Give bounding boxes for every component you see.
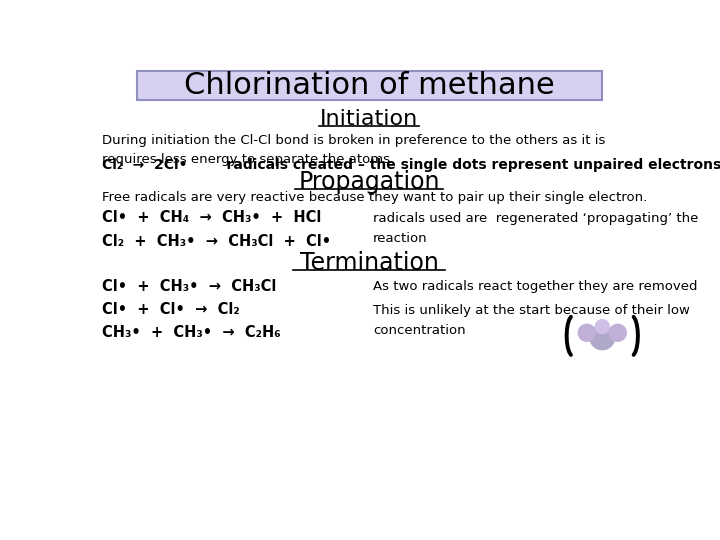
Text: Cl•  +  Cl•  →  Cl₂: Cl• + Cl• → Cl₂: [102, 302, 239, 317]
Text: Cl•  +  CH₃•  →  CH₃Cl: Cl• + CH₃• → CH₃Cl: [102, 279, 276, 294]
Circle shape: [609, 325, 626, 341]
Text: Initiation: Initiation: [320, 109, 418, 129]
Text: This is unlikely at the start because of their low
concentration: This is unlikely at the start because of…: [373, 304, 690, 337]
Text: radicals used are  regenerated ‘propagating’ the
reaction: radicals used are regenerated ‘propagati…: [373, 212, 698, 245]
Circle shape: [595, 320, 609, 334]
Text: CH₃•  +  CH₃•  →  C₂H₆: CH₃• + CH₃• → C₂H₆: [102, 325, 280, 340]
Text: Free radicals are very reactive because they want to pair up their single electr: Free radicals are very reactive because …: [102, 191, 647, 204]
Text: As two radicals react together they are removed: As two radicals react together they are …: [373, 280, 698, 293]
Circle shape: [590, 325, 615, 350]
FancyBboxPatch shape: [137, 71, 601, 100]
Text: Termination: Termination: [300, 252, 438, 275]
Text: Cl₂  →  2Cl•        radicals created – the single dots represent unpaired electr: Cl₂ → 2Cl• radicals created – the single…: [102, 158, 720, 172]
Circle shape: [578, 325, 595, 341]
Text: Cl•  +  CH₄  →  CH₃•  +  HCl: Cl• + CH₄ → CH₃• + HCl: [102, 210, 321, 225]
Text: Propagation: Propagation: [298, 170, 440, 194]
Text: Chlorination of methane: Chlorination of methane: [184, 71, 554, 100]
Text: During initiation the Cl-Cl bond is broken in preference to the others as it is
: During initiation the Cl-Cl bond is brok…: [102, 134, 605, 166]
Text: Cl₂  +  CH₃•  →  CH₃Cl  +  Cl•: Cl₂ + CH₃• → CH₃Cl + Cl•: [102, 234, 330, 249]
